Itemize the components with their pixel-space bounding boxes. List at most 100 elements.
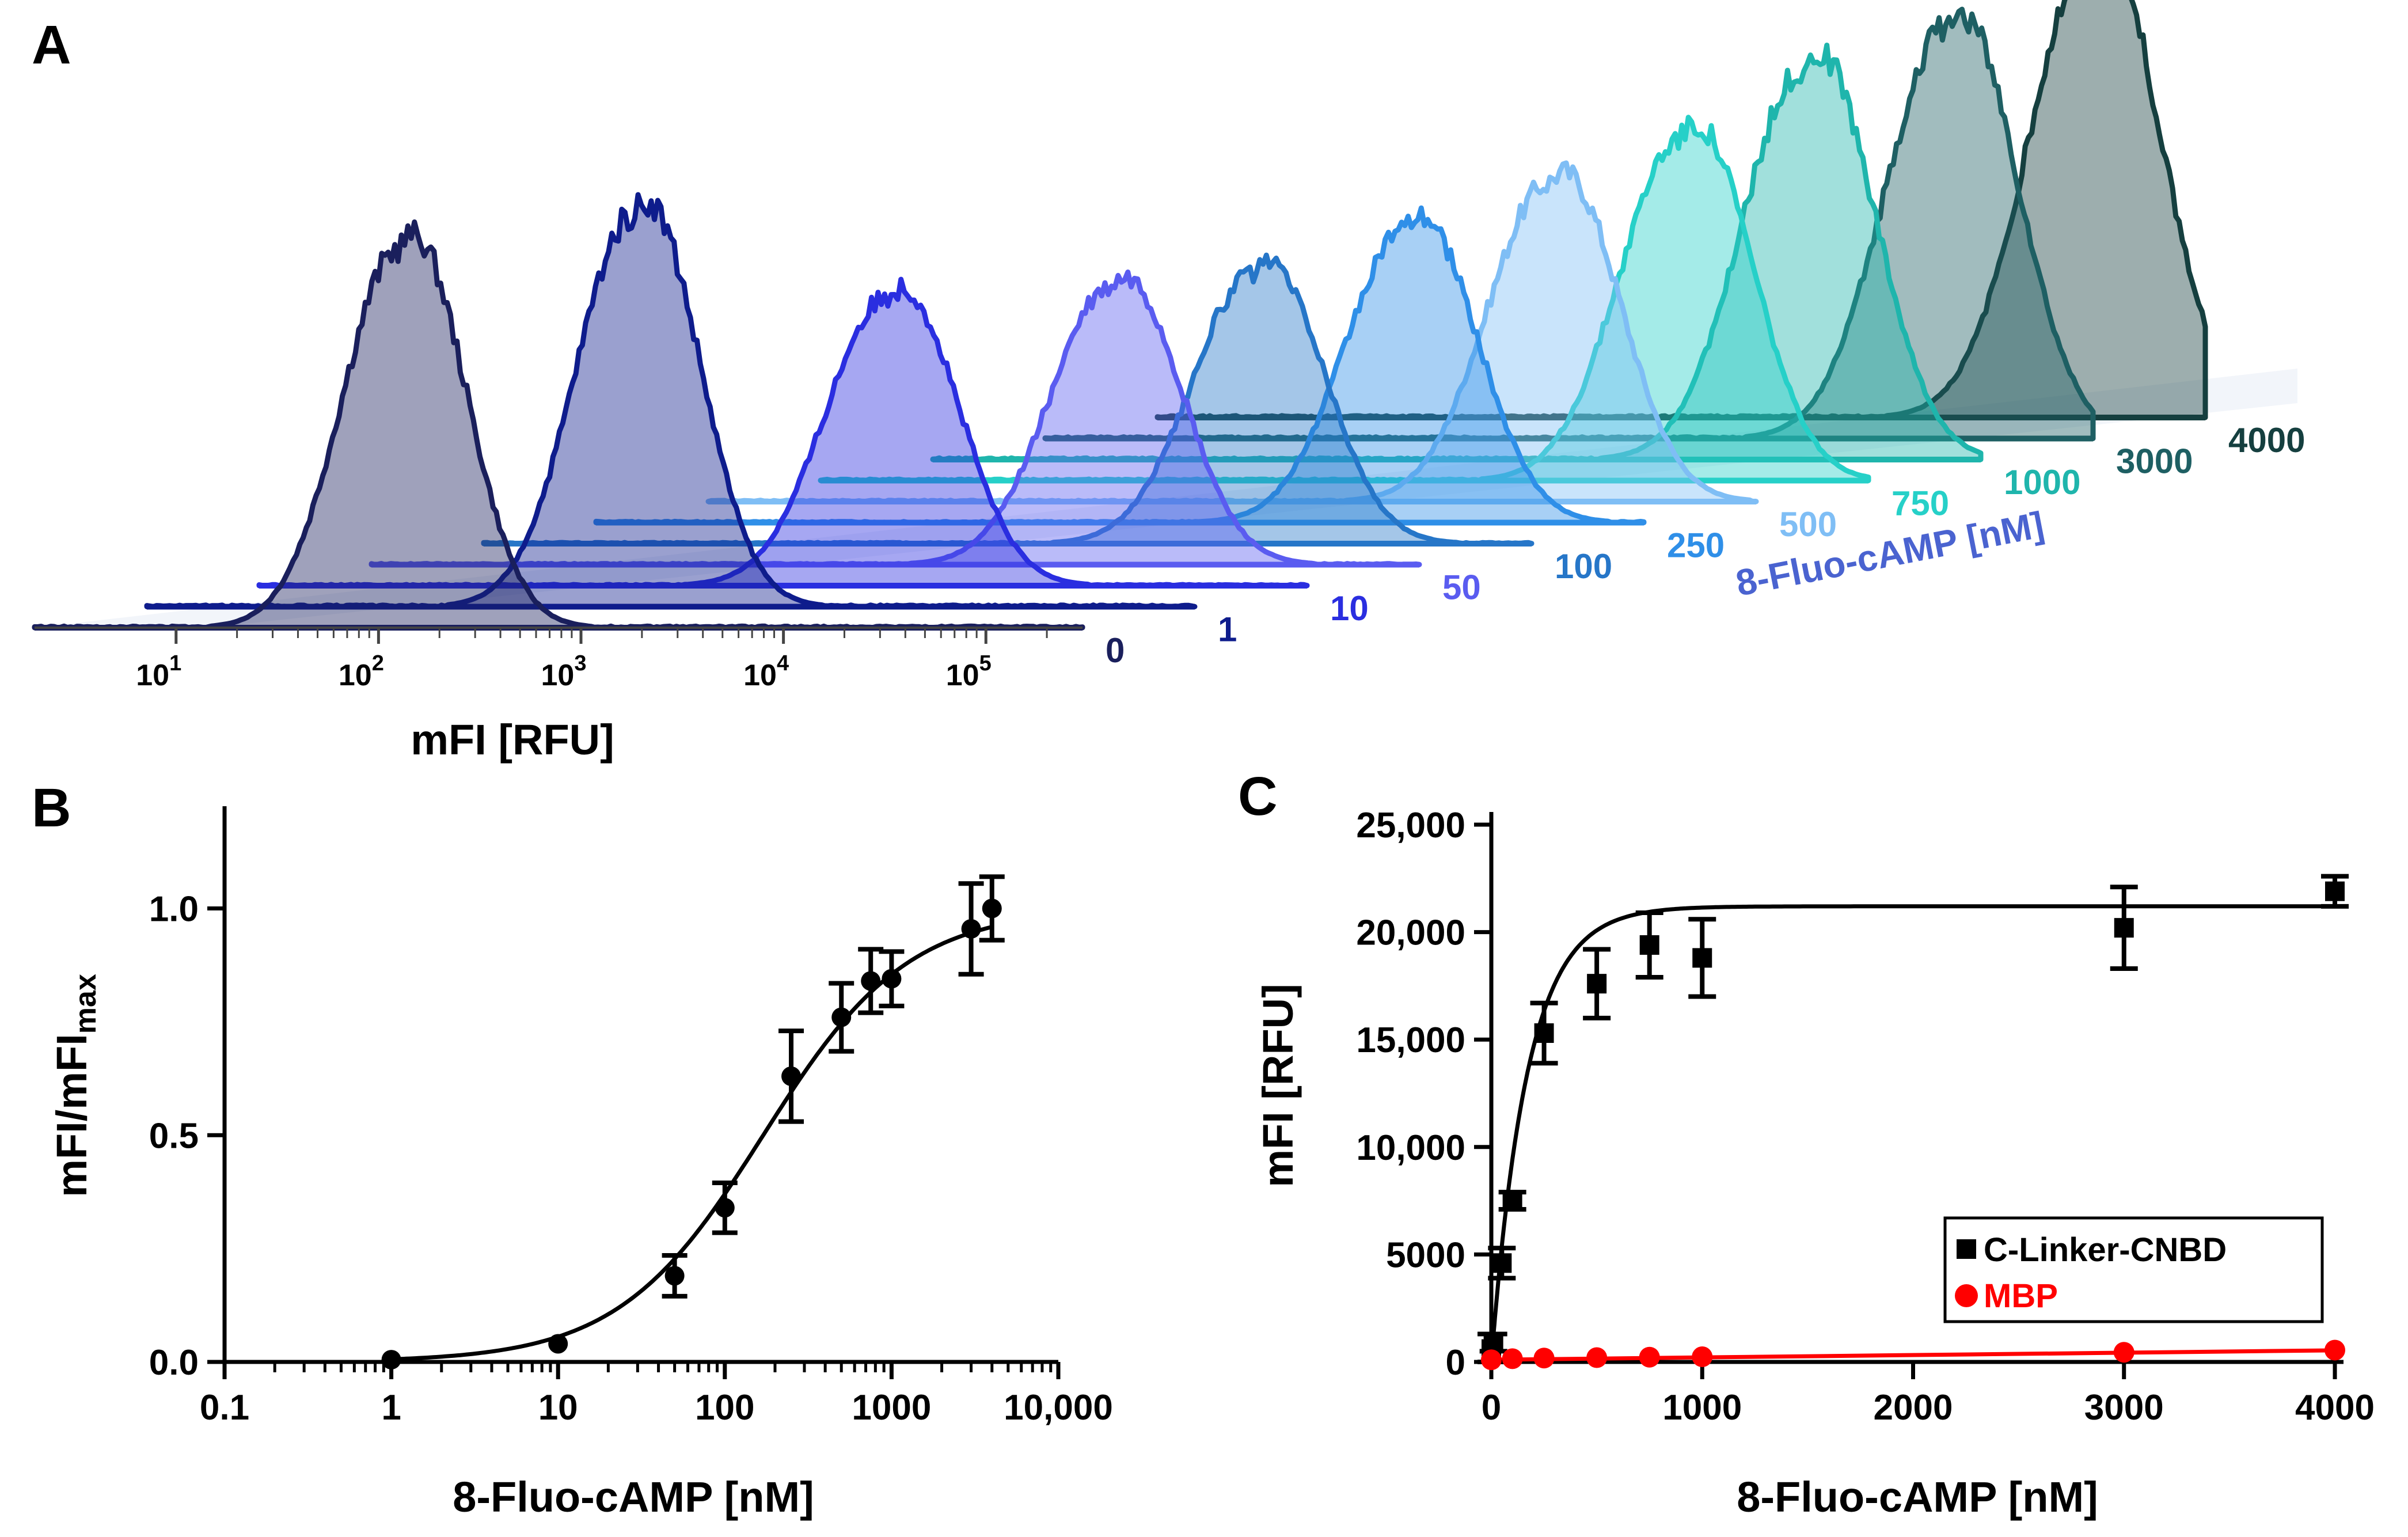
data-point-marker: [831, 1007, 852, 1027]
panel-c-point-mbp-100: [1502, 1348, 1523, 1369]
panel-c-data-points: [1478, 874, 2349, 1371]
panel-b-point-100: [712, 1180, 738, 1235]
data-point-marker: [982, 898, 1002, 919]
panel-c-x-ticks: 0 1000 2000 3000 4000: [1482, 1362, 2375, 1428]
panel-b-y-label: mFI/mFImax: [48, 974, 102, 1197]
panel-b-point-1: [381, 1350, 401, 1370]
panel-b-x-tick-label: 10,000: [1004, 1388, 1113, 1428]
data-point-marker: [961, 919, 981, 939]
panel-c-point-c-linker-cnbd-750: [1635, 910, 1663, 980]
tick-exp: 5: [979, 651, 992, 675]
data-point-marker: [548, 1334, 568, 1354]
panel-c-y-label: mFI [RFU]: [1254, 984, 1302, 1187]
z-tick-label-1: 1: [1218, 610, 1237, 649]
tick-exp: 4: [777, 651, 789, 675]
histogram-series-250: 250: [593, 205, 1725, 565]
panel-b-point-3000: [958, 881, 984, 977]
panel-b-point-1000: [879, 949, 905, 1008]
panel-c-x-tick-label: 0: [1482, 1388, 1501, 1428]
z-tick-label-0: 0: [1106, 631, 1125, 670]
data-point-marker: [2325, 881, 2345, 901]
panel-a-x-tick-1: 101: [136, 628, 370, 692]
data-point-marker: [1502, 1348, 1523, 1369]
panel-b-x-ticks: 0.1 1 10 100 1000 10,000: [200, 1362, 1113, 1428]
z-tick-label-1000: 1000: [2004, 463, 2080, 502]
panel-b-point-4000: [979, 874, 1005, 943]
panel-a-x-tick-label: 102: [339, 651, 384, 692]
panel-c-point-mbp-3000: [2113, 1342, 2134, 1363]
panel-c-point-mbp-250: [1533, 1348, 1555, 1369]
panel-b-x-tick-label: 1000: [852, 1388, 931, 1428]
histogram-series-3000: 3000: [1042, 6, 2193, 481]
panel-c-y-tick-label: 10,000: [1356, 1128, 1465, 1168]
panel-label-a: A: [32, 14, 71, 75]
panel-b-x-tick-label: 10: [538, 1388, 578, 1428]
panel-b-y-label-main: mFI/mFI: [48, 1034, 96, 1197]
panel-b-dose-response: 0.0 0.5 1.0 0.1 1 10 100 1000 10,000 8-Fluo-cAM…: [48, 806, 1113, 1521]
panel-c-x-tick-label: 2000: [1874, 1388, 1953, 1428]
panel-c-y-tick-label: 0: [1446, 1343, 1465, 1383]
tick-base: 10: [339, 659, 372, 692]
panel-a-x-label: mFI [RFU]: [411, 716, 614, 764]
panel-c-x-tick-label: 3000: [2084, 1388, 2164, 1428]
panel-c-y-tick-label: 20,000: [1356, 913, 1465, 953]
data-point-marker: [882, 969, 902, 989]
data-point-marker: [781, 1066, 802, 1086]
data-point-marker: [861, 971, 881, 991]
panel-c-point-c-linker-cnbd-1000: [1688, 917, 1716, 999]
data-point-marker: [1587, 974, 1607, 994]
legend-label-c-linker-cnbd: C-Linker-CNBD: [1984, 1231, 2227, 1269]
panel-b-point-250: [778, 1029, 804, 1124]
panel-c-point-c-linker-cnbd-500: [1583, 947, 1611, 1020]
data-point-marker: [1692, 948, 1712, 968]
histogram-series-10: 10: [256, 276, 1369, 628]
panel-c-point-c-linker-cnbd-100: [1498, 1190, 1526, 1212]
z-tick-label-4000: 4000: [2228, 421, 2305, 460]
data-point-marker: [381, 1350, 401, 1370]
tick-exp: 3: [574, 651, 586, 675]
panel-c-y-ticks: 0 5000 10,000 15,000 20,000 25,000: [1356, 806, 1491, 1383]
panel-b-point-10: [548, 1334, 568, 1354]
data-point-marker: [1502, 1191, 1522, 1211]
panel-c-legend: C-Linker-CNBD MBP: [1943, 1216, 2324, 1323]
data-point-marker: [664, 1266, 685, 1286]
histogram-series-1: 1: [144, 192, 1237, 649]
data-point-marker: [1492, 1253, 1512, 1273]
panel-a-x-tick-5: 105: [946, 628, 1048, 692]
panel-a-x-tick-label: 104: [743, 651, 789, 692]
panel-c-x-label: 8-Fluo-cAMP [nM]: [1737, 1473, 2098, 1521]
panel-c-point-mbp-0: [1481, 1349, 1502, 1371]
tick-base: 10: [136, 659, 169, 692]
panel-b-y-tick-label: 1.0: [149, 890, 199, 929]
panel-a-x-tick-3: 103: [541, 628, 776, 692]
panel-b-point-750: [858, 947, 884, 1015]
panel-a-x-ticks: 101 102 103 104 105: [136, 628, 1048, 692]
legend-label-mbp: MBP: [1984, 1277, 2058, 1315]
histogram-series-100: 100: [481, 252, 1612, 586]
z-tick-label-250: 250: [1667, 526, 1725, 565]
data-point-marker: [1639, 1346, 1660, 1368]
tick-base: 10: [743, 659, 777, 692]
legend-frame: [1943, 1216, 2324, 1323]
panel-b-x-tick-label: 1: [381, 1388, 401, 1428]
data-point-marker: [1483, 1333, 1503, 1353]
data-point-marker: [715, 1198, 735, 1218]
panel-b-x-label: 8-Fluo-cAMP [nM]: [453, 1473, 814, 1521]
panel-c-x-tick-label: 4000: [2295, 1388, 2375, 1428]
data-point-marker: [2325, 1339, 2345, 1361]
panel-c-point-mbp-500: [1586, 1347, 1608, 1368]
tick-exp: 1: [169, 651, 181, 675]
histogram-series-1000: 1000: [930, 43, 2080, 502]
panel-c-fit-mbp: [1491, 1348, 2335, 1362]
histogram-series-4000: 4000: [1154, 0, 2305, 460]
panel-a-x-tick-label: 101: [136, 651, 181, 692]
panel-b-fit-curve: [391, 925, 993, 1361]
panel-c-point-c-linker-cnbd-4000: [2321, 874, 2349, 909]
tick-base: 10: [541, 659, 575, 692]
panel-c-binding: 0 5000 10,000 15,000 20,000 25,000 0 1000 2000 3…: [1254, 806, 2375, 1521]
panel-label-b: B: [32, 777, 71, 838]
panel-c-point-mbp-1000: [1692, 1346, 1713, 1368]
histogram-series-50: 50: [369, 270, 1481, 607]
